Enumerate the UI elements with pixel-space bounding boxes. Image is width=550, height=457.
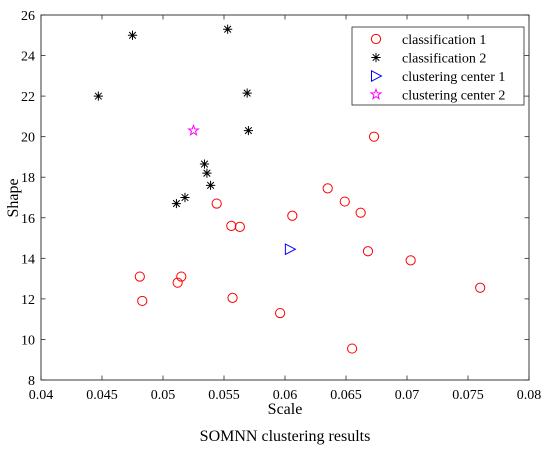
y-tick-label: 24 [21,50,35,65]
legend-entry: classification 2 [371,52,486,67]
legend-marker [370,33,382,45]
data-point [180,192,190,203]
series-4 [187,123,200,137]
data-point [347,343,358,354]
data-point [475,282,486,293]
data-point [287,210,298,221]
data-point [172,277,183,288]
data-point [284,243,297,256]
legend-entry: clustering center 1 [371,69,505,85]
y-tick-label: 26 [21,9,35,24]
x-tick-label: 0.045 [86,388,118,403]
data-point [243,125,253,136]
data-point [199,159,210,169]
x-tick-label: 0.07 [395,388,420,403]
y-axis-label: Shape [5,178,22,217]
legend-label: clustering center 1 [402,70,505,85]
x-tick-label: 0.075 [452,388,484,403]
legend-label: classification 2 [402,52,486,67]
data-point [339,196,350,207]
y-tick-label: 16 [21,212,35,227]
x-tick-label: 0.06 [273,388,298,403]
data-point [93,91,103,101]
data-point [127,30,138,40]
marks-layer [93,24,486,354]
data-point [275,307,286,319]
y-tick-label: 22 [21,90,35,105]
data-point [202,168,212,178]
y-tick-label: 12 [21,293,35,308]
legend-marker [371,69,383,83]
x-tick-label: 0.055 [208,388,240,403]
series-3 [284,243,297,256]
x-axis-label: Scale [268,401,303,418]
x-tick-label: 0.08 [517,388,542,403]
series-2 [93,24,253,209]
y-tick-label: 10 [21,333,35,348]
legend-label: classification 1 [402,33,486,48]
data-point [226,220,237,231]
data-point [223,24,233,34]
data-point [176,271,187,282]
data-point [134,271,145,282]
legend-items: classification 1 classification 2 clusteri… [369,33,505,104]
x-tick-label: 0.05 [151,388,176,403]
data-point [368,131,380,142]
data-point [405,255,416,266]
legend-entry: classification 1 [370,33,486,48]
series-1 [134,131,486,354]
legend-marker [369,87,383,100]
data-point [234,221,245,233]
data-point [355,207,366,218]
data-point [137,295,148,307]
x-tick-label: 0.04 [29,388,54,403]
y-tick-label: 18 [21,171,35,186]
data-point [227,292,238,303]
y-tick-label: 20 [21,131,35,146]
data-point [322,183,333,194]
legend: classification 1 classification 2 clusteri… [351,26,525,106]
data-point [171,198,182,209]
legend-label: clustering center 2 [402,89,505,104]
legend-marker [371,52,381,63]
x-tick-label: 0.065 [330,388,362,403]
data-point [187,123,200,137]
y-tick-label: 8 [28,374,35,389]
data-point [211,198,222,209]
data-point [242,88,252,98]
chart-caption: SOMNN clustering results [200,428,371,445]
data-point [362,246,374,257]
y-tick-label: 14 [21,252,35,267]
data-point [205,180,216,190]
legend-entry: clustering center 2 [369,87,505,104]
ticks-layer: 0.04 0.045 0.05 0.055 0.06 0.065 0.07 0.075 0.08… [21,9,541,403]
